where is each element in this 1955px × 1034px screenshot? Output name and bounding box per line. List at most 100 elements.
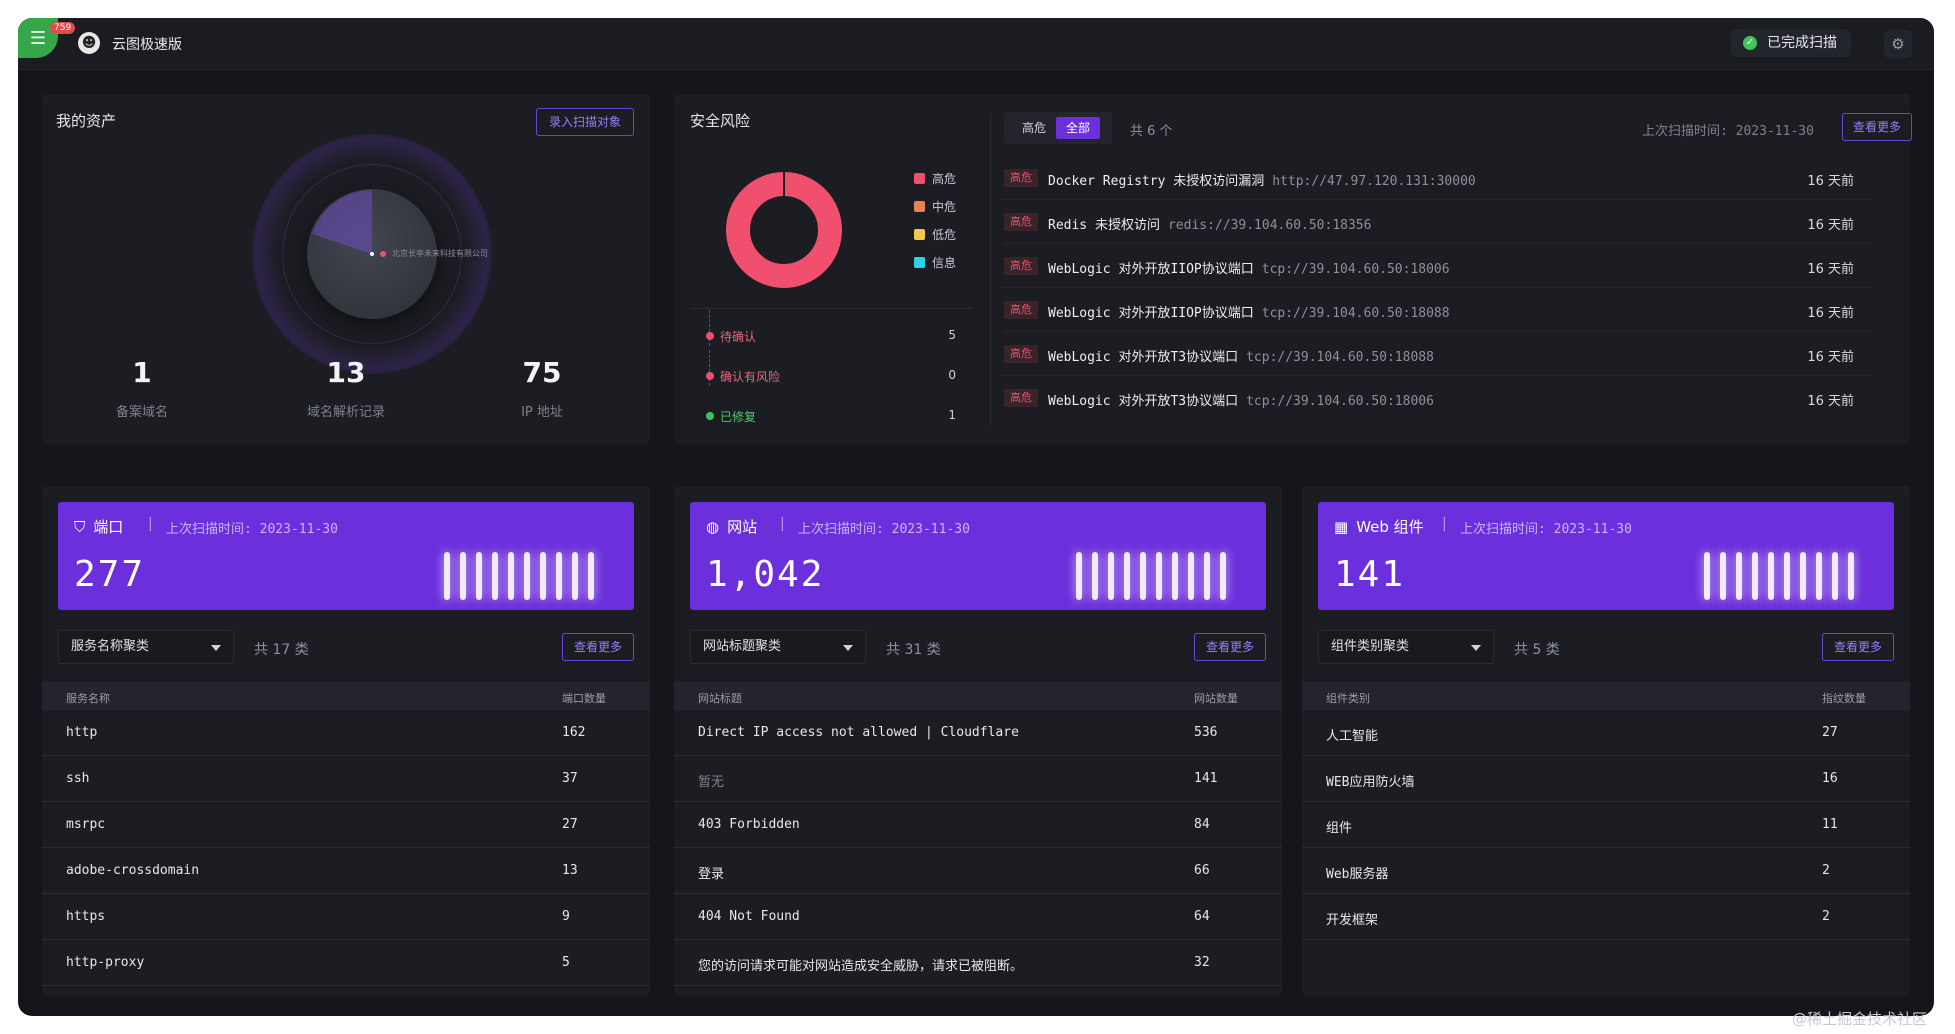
- legend-low[interactable]: 低危: [914, 226, 956, 243]
- stat-value: 13: [326, 356, 366, 389]
- table-row[interactable]: 人工智能 27: [1302, 710, 1910, 756]
- titlebar: ☰ 759 ☻ 云图极速版 ✓ 已完成扫描 ⚙: [18, 18, 1934, 70]
- filter-high-tab[interactable]: 高危: [1022, 121, 1047, 135]
- table-row[interactable]: 组件 11: [1302, 802, 1910, 848]
- ports-more-button[interactable]: 查看更多: [562, 633, 634, 661]
- vuln-row[interactable]: 高危 Docker Registry 未授权访问漏洞 http://47.97.1…: [1004, 156, 1872, 200]
- glow-bar: [1704, 552, 1710, 600]
- severity-tag: 高危: [1004, 257, 1038, 275]
- glow-bar: [1752, 552, 1758, 600]
- donut-slice-high: [726, 172, 842, 288]
- table-row[interactable]: Web服务器 2: [1302, 848, 1910, 894]
- bars-decoration: [444, 552, 604, 600]
- ports-cluster-select[interactable]: 服务名称聚类: [58, 630, 234, 664]
- glow-bar: [1768, 552, 1774, 600]
- bars-decoration: [1076, 552, 1236, 600]
- ports-banner[interactable]: ⛉ 端口 | 上次扫描时间: 2023-11-30 277: [58, 502, 634, 610]
- legend-swatch: [914, 257, 925, 268]
- legend-info[interactable]: 信息: [914, 254, 956, 271]
- app-title: 云图极速版: [112, 37, 182, 53]
- chevron-down-icon: [211, 645, 221, 651]
- glow-bar: [1848, 552, 1854, 600]
- settings-button[interactable]: ⚙: [1884, 30, 1912, 58]
- glow-bar: [1220, 552, 1226, 600]
- table-row[interactable]: 您的访问请求可能对网站造成安全威胁，请求已被阻断。 32: [674, 940, 1282, 986]
- glow-bar: [492, 552, 498, 600]
- glow-bar: [444, 552, 450, 600]
- vuln-row[interactable]: 高危 WebLogic 对外开放IIOP协议端口 tcp://39.104.60.…: [1004, 288, 1872, 332]
- scan-status-button[interactable]: ✓ 已完成扫描: [1731, 29, 1851, 57]
- websites-cluster-select[interactable]: 网站标题聚类: [690, 630, 866, 664]
- vuln-row[interactable]: 高危 Redis 未授权访问 redis://39.104.60.50:18356…: [1004, 200, 1872, 244]
- legend-medium[interactable]: 中危: [914, 198, 956, 215]
- table-row[interactable]: http 162: [42, 710, 650, 756]
- vuln-row[interactable]: 高危 WebLogic 对外开放T3协议端口 tcp://39.104.60.50…: [1004, 376, 1872, 420]
- websites-more-button[interactable]: 查看更多: [1194, 633, 1266, 661]
- vuln-row[interactable]: 高危 WebLogic 对外开放T3协议端口 tcp://39.104.60.50…: [1004, 332, 1872, 376]
- table-row[interactable]: ssh 37: [42, 756, 650, 802]
- risk-donut-chart: [726, 172, 842, 288]
- web-components-cluster-select[interactable]: 组件类别聚类: [1318, 630, 1494, 664]
- glow-bar: [1172, 552, 1178, 600]
- web-components-more-button[interactable]: 查看更多: [1822, 633, 1894, 661]
- table-row[interactable]: 登录 66: [674, 848, 1282, 894]
- table-header: 服务名称 端口数量: [42, 682, 650, 710]
- add-scan-target-button[interactable]: 录入扫描对象: [536, 108, 634, 136]
- vuln-total: 共 6 个: [1130, 124, 1173, 139]
- table-row[interactable]: Direct IP access not allowed | Cloudflar…: [674, 710, 1282, 756]
- severity-tag: 高危: [1004, 169, 1038, 187]
- shield-icon: ⛉: [74, 518, 86, 536]
- websites-card: ◍ 网站 | 上次扫描时间: 2023-11-30 1,042 网站标题聚类 共 …: [674, 486, 1282, 996]
- glow-bar: [1800, 552, 1806, 600]
- app-window: ☰ 759 ☻ 云图极速版 ✓ 已完成扫描 ⚙ 我的资产 录入扫描对象 北京长亭…: [18, 18, 1934, 1016]
- websites-count: 1,042: [706, 554, 825, 595]
- stat-dns-records[interactable]: 13 域名解析记录: [276, 356, 416, 420]
- risk-panel: 安全风险 高危 中危 低危 信息 待确认 5 确认有风险 0 已修复 1: [674, 94, 1912, 444]
- severity-tag: 高危: [1004, 213, 1038, 231]
- stat-label: IP 地址: [521, 405, 563, 420]
- glow-bar: [1720, 552, 1726, 600]
- glow-bar: [1076, 552, 1082, 600]
- radar-label: 北京长亭未来科技有限公司: [392, 249, 488, 258]
- stat-filed-domains[interactable]: 1 备案域名: [82, 356, 202, 420]
- web-components-banner[interactable]: ▦ Web 组件 | 上次扫描时间: 2023-11-30 141: [1318, 502, 1894, 610]
- filter-all-tab[interactable]: 全部: [1056, 117, 1101, 139]
- stat-ip-addresses[interactable]: 75 IP 地址: [482, 356, 602, 420]
- legend-swatch: [914, 201, 925, 212]
- glow-bar: [588, 552, 594, 600]
- table-row[interactable]: 404 Not Found 64: [674, 894, 1282, 940]
- websites-banner[interactable]: ◍ 网站 | 上次扫描时间: 2023-11-30 1,042: [690, 502, 1266, 610]
- chevron-down-icon: [843, 645, 853, 651]
- bars-decoration: [1704, 552, 1864, 600]
- glow-bar: [1204, 552, 1210, 600]
- asset-radar: 北京长亭未来科技有限公司: [242, 134, 522, 374]
- legend-high[interactable]: 高危: [914, 170, 956, 187]
- table-row[interactable]: https 9: [42, 894, 650, 940]
- table-row[interactable]: adobe-crossdomain 13: [42, 848, 650, 894]
- ports-card: ⛉ 端口 | 上次扫描时间: 2023-11-30 277 服务名称聚类 共 17…: [42, 486, 650, 996]
- risk-title: 安全风险: [690, 112, 751, 130]
- divider: [690, 308, 972, 309]
- ports-total: 共 17 类: [254, 642, 309, 658]
- legend-swatch: [914, 173, 925, 184]
- risk-more-button[interactable]: 查看更多: [1842, 113, 1912, 141]
- table-row[interactable]: WEB应用防火墙 16: [1302, 756, 1910, 802]
- table-row[interactable]: 开发框架 2: [1302, 894, 1910, 940]
- web-components-total: 共 5 类: [1514, 642, 1560, 658]
- glow-bar: [524, 552, 530, 600]
- ports-count: 277: [74, 554, 146, 595]
- web-components-count: 141: [1334, 554, 1406, 595]
- websites-total: 共 31 类: [886, 642, 941, 658]
- table-row[interactable]: http-proxy 5: [42, 940, 650, 986]
- glow-bar: [1784, 552, 1790, 600]
- legend-swatch: [914, 229, 925, 240]
- table-row[interactable]: msrpc 27: [42, 802, 650, 848]
- glow-bar: [540, 552, 546, 600]
- table-header: 网站标题 网站数量: [674, 682, 1282, 710]
- glow-bar: [1816, 552, 1822, 600]
- glow-bar: [1736, 552, 1742, 600]
- assets-title: 我的资产: [56, 112, 117, 130]
- table-row[interactable]: 暂无 141: [674, 756, 1282, 802]
- vuln-row[interactable]: 高危 WebLogic 对外开放IIOP协议端口 tcp://39.104.60.…: [1004, 244, 1872, 288]
- table-row[interactable]: 403 Forbidden 84: [674, 802, 1282, 848]
